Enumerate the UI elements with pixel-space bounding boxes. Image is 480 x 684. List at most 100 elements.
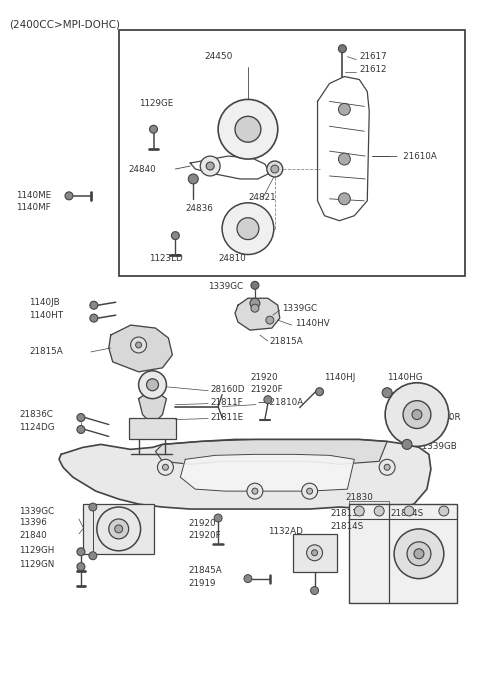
Circle shape: [188, 174, 198, 184]
Circle shape: [200, 156, 220, 176]
Text: 21920F: 21920F: [250, 385, 283, 394]
Circle shape: [90, 314, 98, 322]
Circle shape: [136, 342, 142, 348]
Circle shape: [394, 529, 444, 579]
Text: 1140JB: 1140JB: [29, 298, 60, 306]
Text: 1140HJ: 1140HJ: [324, 373, 356, 382]
Text: — 21810A: — 21810A: [258, 398, 303, 407]
Text: 1140MF: 1140MF: [16, 203, 51, 212]
Circle shape: [384, 464, 390, 471]
Circle shape: [171, 232, 180, 239]
Polygon shape: [59, 439, 431, 509]
Bar: [83, 504, 155, 554]
Text: —  21610A: — 21610A: [389, 152, 437, 161]
Circle shape: [162, 464, 168, 471]
Circle shape: [109, 519, 129, 539]
Circle shape: [237, 218, 259, 239]
Text: 21612: 21612: [360, 65, 387, 74]
Bar: [119, 30, 465, 276]
Text: 1129GE: 1129GE: [139, 99, 173, 108]
Text: 24450: 24450: [204, 52, 232, 61]
Text: 1140HV: 1140HV: [295, 319, 329, 328]
Polygon shape: [235, 298, 280, 330]
Circle shape: [214, 514, 222, 522]
Circle shape: [338, 193, 350, 205]
Circle shape: [404, 506, 414, 516]
Circle shape: [311, 587, 319, 594]
Circle shape: [89, 503, 97, 511]
Circle shape: [218, 99, 278, 159]
Circle shape: [307, 545, 323, 561]
Text: 1339GC: 1339GC: [208, 282, 243, 291]
Circle shape: [150, 125, 157, 133]
Circle shape: [222, 203, 274, 254]
Circle shape: [251, 281, 259, 289]
Text: 24840: 24840: [129, 165, 156, 174]
Circle shape: [403, 401, 431, 428]
Text: 21920: 21920: [188, 519, 216, 529]
Circle shape: [115, 525, 123, 533]
Circle shape: [251, 304, 259, 312]
Text: 13396: 13396: [19, 518, 47, 527]
Circle shape: [385, 383, 449, 447]
Text: 21811E: 21811E: [210, 413, 243, 422]
Text: 28160D: 28160D: [210, 385, 245, 394]
Bar: [129, 417, 176, 439]
Text: 21830: 21830: [346, 492, 373, 501]
Circle shape: [439, 506, 449, 516]
Circle shape: [267, 161, 283, 177]
Circle shape: [374, 506, 384, 516]
Text: 21930R: 21930R: [424, 413, 460, 422]
Circle shape: [338, 103, 350, 116]
Circle shape: [77, 414, 85, 421]
Text: 21814S: 21814S: [390, 510, 424, 518]
Text: 1129GH: 1129GH: [19, 547, 55, 555]
Text: 21813A: 21813A: [331, 510, 364, 518]
Circle shape: [206, 162, 214, 170]
Circle shape: [89, 552, 97, 560]
Text: 1132AD: 1132AD: [268, 527, 303, 536]
Bar: [293, 534, 337, 572]
Text: 21920: 21920: [250, 373, 277, 382]
Circle shape: [77, 548, 85, 556]
Polygon shape: [139, 395, 167, 421]
Text: 21617: 21617: [360, 52, 387, 61]
Circle shape: [315, 388, 324, 395]
Polygon shape: [180, 454, 354, 491]
Text: 21814S: 21814S: [331, 523, 364, 531]
Circle shape: [146, 379, 158, 391]
Text: 1339GB: 1339GB: [419, 442, 456, 451]
Text: 21815A: 21815A: [29, 347, 63, 356]
Circle shape: [402, 439, 412, 449]
Polygon shape: [190, 156, 270, 179]
Text: 21919: 21919: [188, 579, 216, 588]
Circle shape: [382, 388, 392, 397]
Bar: [349, 504, 457, 603]
Circle shape: [157, 460, 173, 475]
Circle shape: [131, 337, 146, 353]
Circle shape: [271, 165, 279, 173]
Polygon shape: [318, 77, 369, 221]
Text: 24821: 24821: [248, 194, 276, 202]
Circle shape: [414, 549, 424, 559]
Circle shape: [139, 371, 167, 399]
Text: 21840: 21840: [19, 531, 47, 540]
Circle shape: [338, 153, 350, 165]
Circle shape: [90, 301, 98, 309]
Text: 21920F: 21920F: [188, 531, 221, 540]
Text: 21815A: 21815A: [270, 337, 303, 347]
Circle shape: [250, 298, 260, 308]
Text: 1129GN: 1129GN: [19, 560, 55, 569]
Text: 1140HT: 1140HT: [29, 311, 63, 319]
Circle shape: [77, 425, 85, 434]
Circle shape: [307, 488, 312, 494]
Circle shape: [301, 483, 318, 499]
Text: 1339GC: 1339GC: [19, 507, 54, 516]
Circle shape: [266, 316, 274, 324]
Text: (2400CC>MPI-DOHC): (2400CC>MPI-DOHC): [9, 20, 120, 30]
Polygon shape: [109, 325, 172, 372]
Text: 21811F: 21811F: [210, 398, 243, 407]
Text: 21845A: 21845A: [188, 566, 222, 575]
Text: 24836: 24836: [185, 205, 213, 213]
Text: 24810: 24810: [218, 254, 246, 263]
